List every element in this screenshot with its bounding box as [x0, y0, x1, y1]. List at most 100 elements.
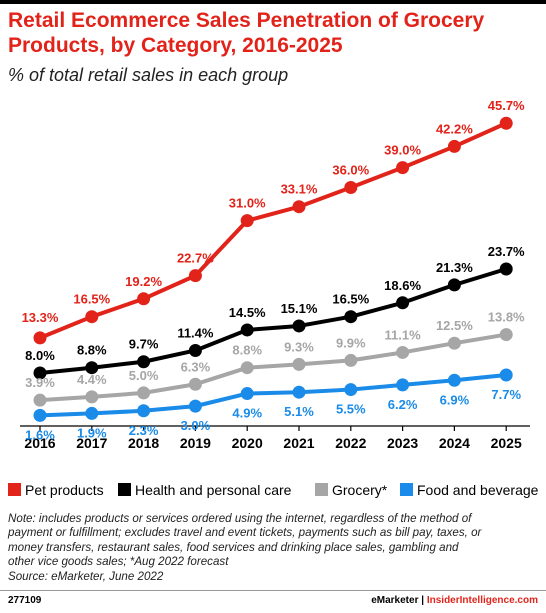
data-label-pet-products-2018: 19.2% — [125, 274, 162, 289]
data-label-grocery-2023: 11.1% — [385, 327, 422, 342]
point-grocery-2021 — [292, 357, 306, 371]
series-line-health-and-personal-care — [38, 266, 509, 375]
data-label-pet-products-2025: 45.7% — [488, 98, 525, 113]
point-pet-products-2022 — [344, 181, 358, 194]
data-label-pet-products-2016: 13.3% — [22, 310, 59, 325]
point-health-and-personal-care-2016 — [33, 366, 47, 380]
point-grocery-2020 — [240, 361, 254, 375]
footer-brand: eMarketer | InsiderIntelligence.com — [371, 594, 538, 608]
legend-label-pet-products: Pet products — [25, 482, 104, 498]
data-label-pet-products-2023: 39.0% — [384, 143, 421, 158]
point-grocery-2022 — [344, 353, 358, 367]
data-label-health-and-personal-care-2022: 16.5% — [332, 292, 369, 307]
data-label-grocery-2025: 13.8% — [488, 310, 525, 325]
point-food-and-beverage-2025 — [499, 368, 513, 382]
point-food-and-beverage-2021 — [292, 385, 306, 399]
point-food-and-beverage-2020 — [240, 387, 254, 401]
legend-swatch-pet-products — [8, 483, 21, 496]
chart-id: 277109 — [8, 595, 42, 606]
data-label-food-and-beverage-2017: 1.9% — [77, 425, 107, 440]
data-label-pet-products-2019: 22.7% — [177, 251, 214, 266]
legend-label-health-and-personal-care: Health and personal care — [135, 482, 292, 498]
point-pet-products-2019 — [188, 269, 202, 283]
series-line-pet-products — [38, 121, 509, 340]
x-tick-label-2022: 2022 — [335, 435, 366, 451]
x-tick-label-2017: 2017 — [76, 435, 107, 451]
x-tick-label-2019: 2019 — [180, 435, 211, 451]
chart-title-line-2: Products, by Category, 2016-2025 — [8, 34, 343, 57]
point-health-and-personal-care-2023 — [396, 296, 410, 310]
brand-separator: | — [421, 595, 425, 606]
point-health-and-personal-care-2019 — [188, 343, 202, 357]
data-label-grocery-2017: 4.4% — [77, 372, 107, 387]
point-food-and-beverage-2023 — [396, 378, 410, 392]
data-label-grocery-2016: 3.9% — [25, 375, 55, 390]
legend-label-food-and-beverage: Food and beverage — [417, 482, 539, 498]
brand-site-link[interactable]: InsiderIntelligence.com — [426, 595, 538, 606]
x-tick-label-2023: 2023 — [387, 435, 418, 451]
data-label-grocery-2020: 8.8% — [232, 343, 262, 358]
chart-note: Note: includes products or services orde… — [8, 512, 540, 584]
footer-divider — [0, 590, 546, 591]
chart-title: Retail Ecommerce Sales Penetration of Gr… — [8, 8, 538, 58]
point-health-and-personal-care-2018 — [137, 355, 151, 369]
point-pet-products-2020 — [240, 214, 254, 228]
data-label-grocery-2021: 9.3% — [284, 339, 314, 354]
data-label-food-and-beverage-2022: 5.5% — [336, 402, 366, 417]
legend-swatch-grocery — [315, 483, 328, 496]
data-label-health-and-personal-care-2020: 14.5% — [229, 305, 266, 320]
chart-subtitle: % of total retail sales in each group — [8, 65, 289, 85]
point-pet-products-2023 — [396, 161, 410, 175]
data-label-pet-products-2024: 42.2% — [436, 121, 473, 136]
data-label-health-and-personal-care-2018: 9.7% — [129, 337, 159, 352]
data-label-grocery-2019: 6.3% — [181, 359, 211, 374]
note-line-4: other vice goods sales; *Aug 2022 foreca… — [8, 555, 229, 569]
data-label-health-and-personal-care-2019: 11.4% — [177, 325, 214, 340]
point-food-and-beverage-2016 — [33, 408, 47, 422]
data-label-food-and-beverage-2016: 1.6% — [25, 427, 55, 442]
series-line-grocery — [38, 332, 509, 403]
point-health-and-personal-care-2025 — [499, 262, 513, 276]
data-label-health-and-personal-care-2024: 21.3% — [436, 260, 473, 275]
point-health-and-personal-care-2024 — [447, 278, 461, 292]
data-label-grocery-2024: 12.5% — [436, 318, 473, 333]
note-line-2: payment or fulfillment; excludes travel … — [8, 526, 482, 540]
data-label-health-and-personal-care-2021: 15.1% — [281, 301, 318, 316]
point-grocery-2025 — [499, 328, 513, 342]
point-food-and-beverage-2024 — [447, 373, 461, 387]
data-label-food-and-beverage-2023: 6.2% — [388, 397, 418, 412]
x-tick-label-2021: 2021 — [283, 435, 314, 451]
data-label-grocery-2018: 5.0% — [129, 368, 159, 383]
x-tick-label-2025: 2025 — [491, 435, 522, 451]
x-tick-label-2018: 2018 — [128, 435, 159, 451]
point-pet-products-2021 — [292, 200, 306, 214]
data-label-food-and-beverage-2021: 5.1% — [284, 404, 314, 419]
point-health-and-personal-care-2020 — [240, 323, 254, 337]
legend-swatch-health-and-personal-care — [118, 483, 131, 496]
data-label-pet-products-2020: 31.0% — [229, 196, 266, 211]
point-pet-products-2024 — [447, 139, 461, 153]
point-food-and-beverage-2019 — [188, 399, 202, 413]
point-pet-products-2025 — [499, 116, 513, 130]
point-pet-products-2017 — [85, 310, 99, 324]
point-food-and-beverage-2018 — [137, 404, 151, 418]
data-label-food-and-beverage-2024: 6.9% — [440, 392, 470, 407]
point-pet-products-2016 — [33, 331, 47, 345]
data-label-health-and-personal-care-2016: 8.0% — [25, 348, 55, 363]
brand-name: eMarketer — [371, 595, 419, 606]
point-grocery-2016 — [33, 393, 47, 407]
data-label-food-and-beverage-2020: 4.9% — [232, 406, 262, 421]
point-health-and-personal-care-2022 — [344, 310, 358, 324]
point-grocery-2024 — [447, 336, 461, 350]
data-label-pet-products-2022: 36.0% — [332, 163, 369, 178]
line-chart: 2016 2017 2018 2019 2020 2021 2022 2023 2024 2025… — [20, 98, 530, 451]
series-line-food-and-beverage — [38, 372, 509, 418]
data-label-food-and-beverage-2025: 7.7% — [491, 387, 521, 402]
chart-title-line-1: Retail Ecommerce Sales Penetration of Gr… — [8, 9, 485, 32]
x-tick-label-2024: 2024 — [439, 435, 470, 451]
note-line-1: Note: includes products or services orde… — [8, 512, 472, 525]
data-label-health-and-personal-care-2025: 23.7% — [488, 244, 525, 259]
point-health-and-personal-care-2021 — [292, 319, 306, 333]
data-label-grocery-2022: 9.9% — [336, 335, 366, 350]
data-label-pet-products-2021: 33.1% — [281, 182, 318, 197]
